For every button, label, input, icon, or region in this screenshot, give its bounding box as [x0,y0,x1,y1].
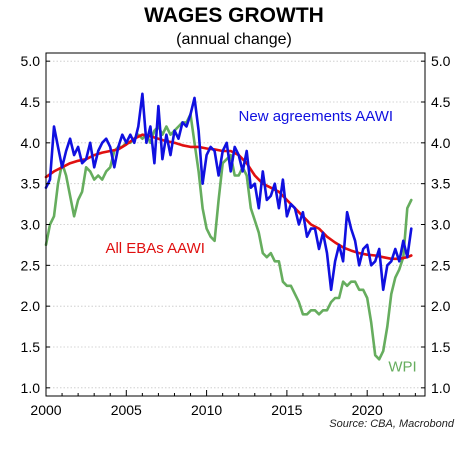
series-lines [44,92,413,361]
y-tick-label-left: 2.0 [21,298,41,314]
chart-subtitle: (annual change) [176,31,292,48]
series-annotations: New agreements AAWI All EBAs AAWI WPI [105,108,416,376]
y-tick-label-left: 4.5 [21,94,41,110]
y-tick-label-right: 2.5 [431,257,451,273]
y-tick-label-right: 3.0 [431,217,451,233]
grid-lines [46,60,425,389]
x-tick-label: 2020 [352,402,383,418]
y-tick-label-left: 5.0 [21,53,41,69]
y-tick-label-left: 4.0 [21,135,41,151]
y-tick-label-left: 1.5 [21,339,41,355]
y-tick-label-right: 3.5 [431,176,451,192]
x-tick-label: 2000 [30,402,61,418]
axis-ticks [45,60,425,396]
y-tick-label-right: 4.5 [431,94,451,110]
tick-labels: 1.0 1.0 1.5 1.5 2.0 2.0 2.5 2.5 3.0 3.0 3.5 3.5 4.0 4… [21,53,451,418]
x-tick-label: 2005 [111,402,142,418]
series-line-new-agreements-aawi [44,92,413,292]
y-tick-label-left: 3.5 [21,176,41,192]
y-tick-label-left: 3.0 [21,217,41,233]
chart-title: WAGES GROWTH [144,4,324,27]
y-tick-label-right: 2.0 [431,298,451,314]
y-tick-label-right: 5.0 [431,53,451,69]
annotation-label: All EBAs AAWI [105,240,204,257]
x-tick-label: 2015 [271,402,302,418]
x-tick-label: 2010 [191,402,222,418]
annotation-label: WPI [388,359,416,376]
y-tick-label-right: 1.0 [431,380,451,396]
y-tick-label-left: 2.5 [21,257,41,273]
y-tick-label-left: 1.0 [21,380,41,396]
annotation-label: New agreements AAWI [239,108,394,125]
source-note: Source: CBA, Macrobond [329,418,454,430]
y-tick-label-right: 1.5 [431,339,451,355]
y-tick-label-right: 4.0 [431,135,451,151]
series-line-all-ebas-aawi [44,133,413,261]
